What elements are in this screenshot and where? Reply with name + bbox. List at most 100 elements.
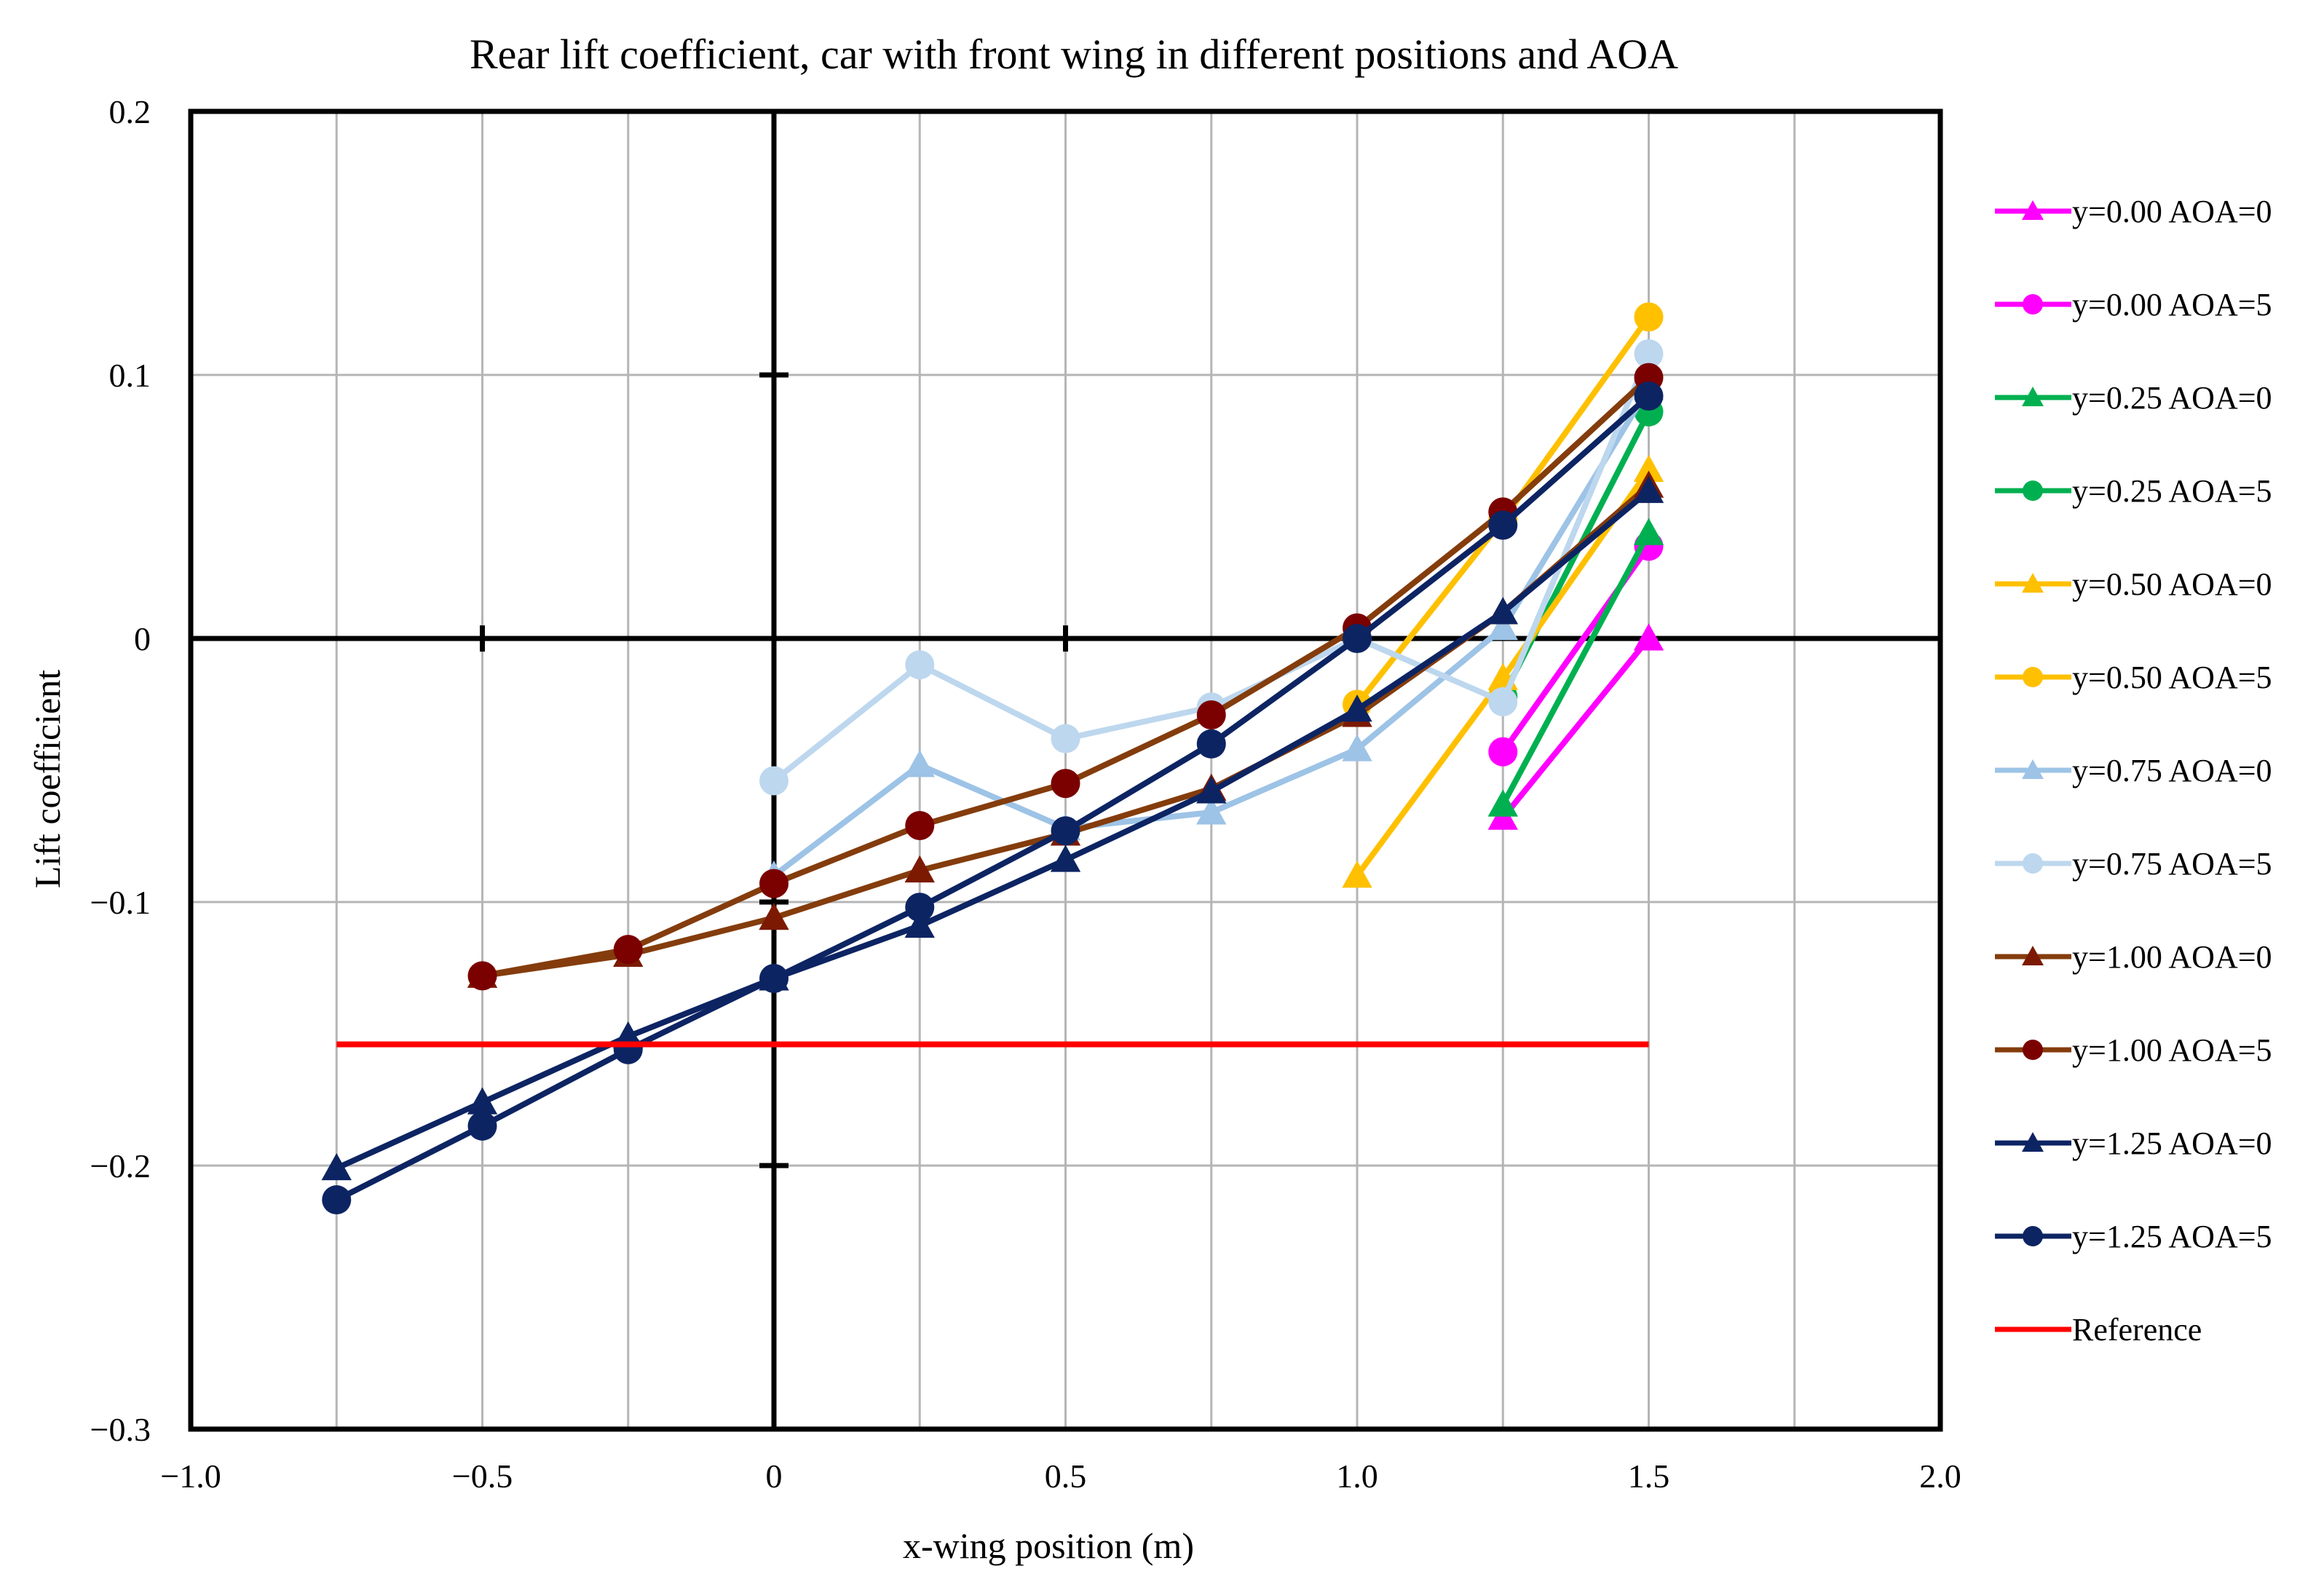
- data-point: [1633, 454, 1664, 482]
- legend-entry: y=0.00 AOA=0: [1995, 194, 2272, 229]
- data-point: [1196, 797, 1227, 825]
- data-point: [1196, 729, 1226, 759]
- legend-marker: [2023, 1040, 2043, 1060]
- plot-frame: [188, 108, 1943, 1432]
- y-axis-label: Lift coefficient: [27, 670, 68, 888]
- legend-marker: [2023, 294, 2043, 315]
- data-point: [1634, 339, 1664, 369]
- data-point: [1634, 302, 1664, 332]
- y-tick-label: −0.2: [90, 1147, 151, 1184]
- data-point: [904, 910, 935, 938]
- chart-title: Rear lift coefficient, car with front wi…: [470, 31, 1678, 78]
- data-point: [1487, 612, 1518, 641]
- data-point: [1488, 737, 1518, 767]
- legend-label: y=0.00 AOA=0: [2072, 194, 2272, 229]
- data-point: [1488, 687, 1518, 716]
- data-point: [905, 650, 935, 680]
- legend-marker: [2022, 1132, 2044, 1152]
- series-group: [321, 302, 1664, 1215]
- legend-entry: y=1.25 AOA=5: [1995, 1219, 2272, 1254]
- data-point: [904, 855, 935, 883]
- data-point: [322, 1185, 352, 1215]
- legend-marker: [2022, 946, 2044, 965]
- legend-marker: [2022, 573, 2044, 593]
- legend-label: y=1.00 AOA=5: [2072, 1032, 2272, 1068]
- series-line: [335, 394, 1651, 1203]
- data-point: [1633, 518, 1664, 545]
- legend-marker: [2023, 1226, 2043, 1246]
- y-tick-label: −0.3: [90, 1411, 151, 1448]
- data-point: [904, 750, 935, 778]
- legend-marker: [2022, 200, 2044, 220]
- data-point: [759, 869, 788, 898]
- legend-label: y=0.50 AOA=0: [2072, 566, 2272, 602]
- legend-label: y=0.50 AOA=5: [2072, 660, 2272, 695]
- legend-label: y=1.00 AOA=0: [2072, 939, 2272, 975]
- legend-entry: y=1.00 AOA=0: [1995, 939, 2272, 975]
- data-point: [1633, 475, 1664, 503]
- legend-label: y=0.25 AOA=0: [2072, 380, 2272, 416]
- legend-entry: y=1.00 AOA=5: [1995, 1032, 2272, 1068]
- legend-marker: [2023, 667, 2043, 687]
- data-point: [1051, 816, 1080, 846]
- series-line: [1500, 531, 1652, 806]
- legend: y=0.00 AOA=0 y=0.00 AOA=5 y=0.25 AOA=0 y=0.…: [1995, 194, 2272, 1348]
- data-point: [1196, 776, 1227, 804]
- data-point: [613, 935, 643, 965]
- x-tick-label: 0.5: [1045, 1458, 1087, 1495]
- x-axis-label: x-wing position (m): [903, 1525, 1194, 1566]
- legend-entry: y=0.75 AOA=0: [1995, 753, 2272, 788]
- series-line: [335, 489, 1651, 1171]
- data-point: [1633, 623, 1664, 651]
- legend-entry: y=0.75 AOA=5: [1995, 846, 2272, 882]
- data-point: [1051, 769, 1080, 799]
- data-point: [1487, 789, 1518, 817]
- legend-marker: [2022, 759, 2044, 779]
- data-point: [1196, 700, 1226, 729]
- legend-entry: y=0.50 AOA=5: [1995, 660, 2272, 695]
- data-point: [759, 903, 789, 930]
- data-point: [1634, 381, 1664, 411]
- data-point: [321, 1152, 352, 1181]
- data-point: [467, 1111, 497, 1141]
- legend-entry: y=1.25 AOA=0: [1995, 1126, 2272, 1161]
- data-point: [1488, 510, 1518, 540]
- legend-label: y=0.00 AOA=5: [2072, 287, 2272, 323]
- y-tick-label: 0.1: [109, 357, 151, 394]
- data-point: [905, 811, 935, 841]
- legend-marker: [2023, 480, 2043, 501]
- series-9: [467, 363, 1664, 991]
- legend-marker: [2023, 853, 2043, 874]
- y-tick-label: 0: [134, 620, 151, 657]
- data-point: [1342, 695, 1372, 722]
- legend-entry: y=0.25 AOA=5: [1995, 473, 2272, 509]
- data-point: [467, 961, 497, 991]
- legend-label: y=0.25 AOA=5: [2072, 473, 2272, 509]
- data-point: [1050, 845, 1081, 872]
- data-point: [759, 963, 788, 993]
- data-point: [759, 766, 788, 796]
- legend-label: y=0.75 AOA=0: [2072, 753, 2272, 788]
- legend-entry: y=0.50 AOA=0: [1995, 566, 2272, 602]
- series-2: [1487, 518, 1664, 817]
- data-point: [467, 1087, 498, 1115]
- legend-label: Reference: [2072, 1312, 2202, 1348]
- x-tick-label: −1.0: [160, 1458, 221, 1495]
- legend-label: y=1.25 AOA=5: [2072, 1219, 2272, 1254]
- legend-label: y=1.25 AOA=0: [2072, 1126, 2272, 1161]
- data-point: [1051, 724, 1080, 754]
- data-point: [1343, 624, 1372, 653]
- legend-label: y=0.75 AOA=5: [2072, 846, 2272, 882]
- data-point: [905, 893, 935, 922]
- x-tick-label: 0: [766, 1458, 783, 1495]
- x-tick-label: 1.5: [1628, 1458, 1670, 1495]
- x-tick-label: −0.5: [452, 1458, 513, 1495]
- y-tick-label: 0.2: [109, 93, 151, 130]
- tick-labels: −1.0 −0.5 0 0.5 1.0 1.5 2.0 0.2 0.1 0 −0.1 −0.2 −0.3: [90, 93, 1961, 1495]
- legend-marker: [2022, 387, 2044, 406]
- data-point: [1487, 597, 1518, 625]
- series-line: [1501, 636, 1651, 820]
- x-tick-label: 2.0: [1919, 1458, 1961, 1495]
